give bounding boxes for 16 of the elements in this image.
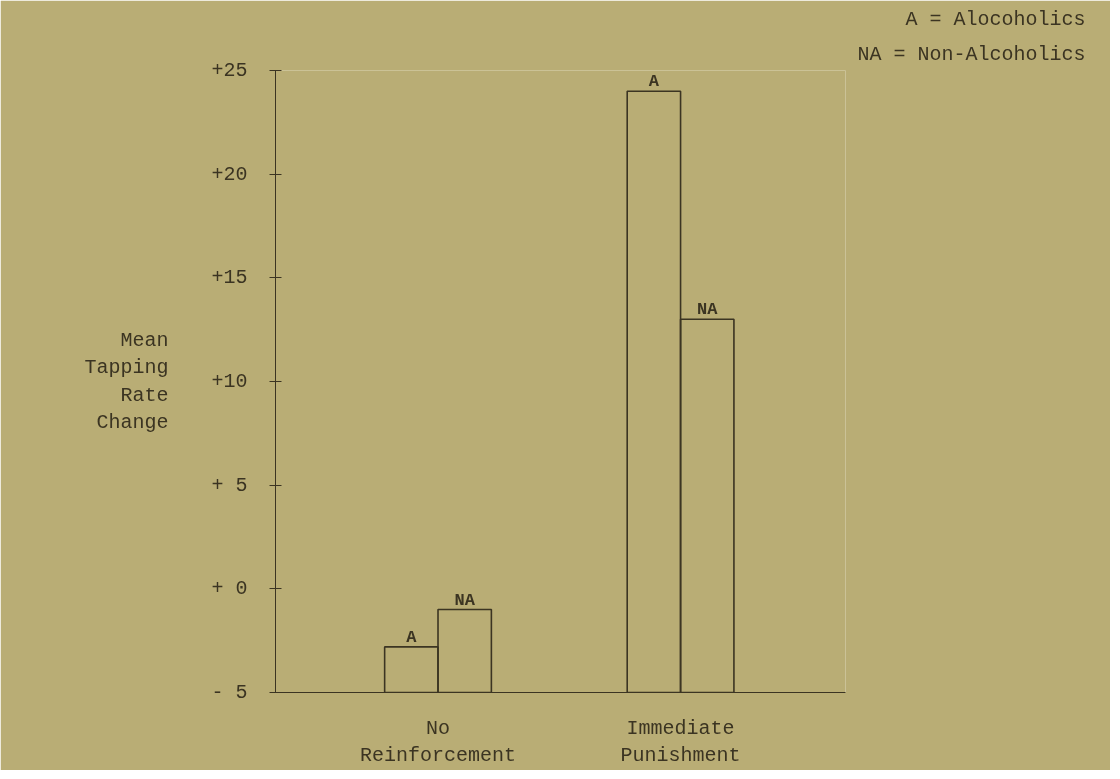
- text: NA: [697, 300, 718, 320]
- series-label: NA: [454, 590, 476, 610]
- y-tick-label: +20: [211, 162, 248, 186]
- text: A: [648, 72, 659, 92]
- y-tick-label: +15: [211, 266, 248, 290]
- y-tick-label: + 5: [211, 473, 248, 497]
- y-tick-label: - 5: [211, 681, 248, 704]
- y-tick-label: +25: [211, 59, 248, 82]
- series-label: A: [406, 627, 418, 647]
- y-tick-label: +10: [211, 370, 248, 393]
- x-tick-label: No Reinforcement: [360, 716, 517, 768]
- y-tick-label: + 0: [211, 577, 248, 601]
- text: A = Alocoholics: [905, 7, 1086, 31]
- x-tick-label: Immediate Punishment: [620, 716, 741, 768]
- y-axis-title: Mean Tapping Rate Change: [84, 328, 169, 435]
- text: NA = Non-Alcoholics: [857, 42, 1086, 66]
